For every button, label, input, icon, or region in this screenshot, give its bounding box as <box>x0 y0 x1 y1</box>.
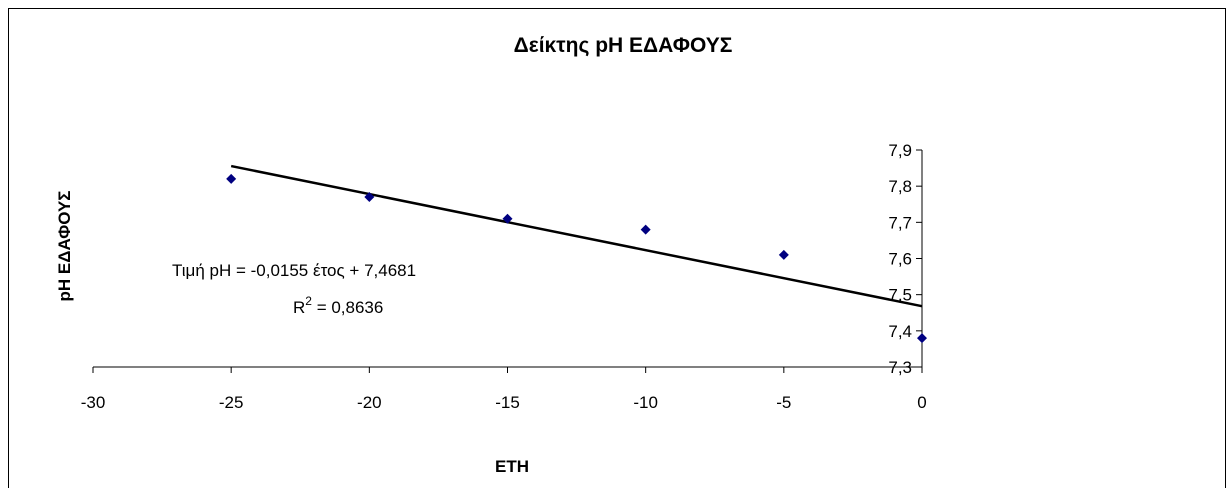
trendline-equation: Τιμή pH = -0,0155 έτος + 7,4681 <box>172 261 416 280</box>
chart-frame <box>8 8 1226 488</box>
x-tick-label: -10 <box>633 393 658 412</box>
x-tick-label: -25 <box>219 393 244 412</box>
y-tick-label: 7,9 <box>888 141 912 160</box>
r-squared-prefix: R <box>293 298 305 317</box>
data-points-layer <box>226 173 927 344</box>
r-squared-superscript: 2 <box>305 294 312 308</box>
trendline <box>230 164 923 308</box>
data-point <box>778 249 789 260</box>
data-point <box>917 333 927 344</box>
axes-layer: -30 -25 -20 -15 -10 -5 07,37,47,57,67,77,87,9 <box>81 141 927 412</box>
x-tick-label: -20 <box>357 393 382 412</box>
x-tick-label: -30 <box>81 393 106 412</box>
data-point <box>364 192 375 203</box>
trendline-layer <box>230 164 923 308</box>
r-squared-value: = 0,8636 <box>312 298 383 317</box>
r-squared-label: R2 = 0,8636 <box>293 294 383 317</box>
y-tick-label: 7,3 <box>888 358 912 377</box>
x-tick-label: 0 <box>917 393 926 412</box>
data-point <box>226 173 237 184</box>
x-tick-label: -15 <box>495 393 520 412</box>
x-axis-title: ΕΤΗ <box>495 457 529 476</box>
y-axis-title: pH ΕΔΑΦΟΥΣ <box>55 190 74 301</box>
y-tick-label: 7,7 <box>888 213 912 232</box>
y-tick-label: 7,8 <box>888 177 912 196</box>
data-point <box>640 224 651 235</box>
chart-title: Δείκτης pH ΕΔΑΦΟΥΣ <box>514 34 733 57</box>
data-point <box>502 213 513 224</box>
y-tick-label: 7,4 <box>888 322 912 341</box>
x-tick-label: -5 <box>776 393 791 412</box>
y-tick-label: 7,6 <box>888 250 912 269</box>
